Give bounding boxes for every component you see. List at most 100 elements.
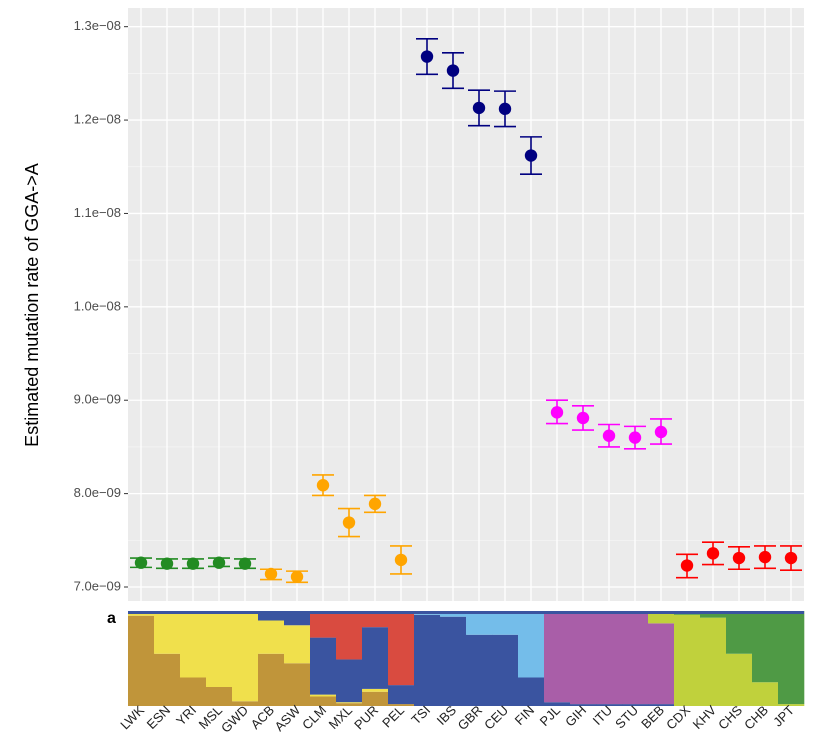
point-chb <box>754 545 776 570</box>
ancestry-segment <box>596 611 623 705</box>
data-point <box>758 550 772 564</box>
y-tick-label: 1.0e−08 <box>74 298 121 313</box>
point-acb <box>260 567 282 581</box>
data-point <box>368 497 382 511</box>
x-tick-label: STU <box>612 703 641 732</box>
ancestry-segment <box>362 688 389 692</box>
ancestry-segment <box>232 611 259 702</box>
ancestry-segment <box>336 702 363 704</box>
x-tick-label: PJL <box>537 703 563 729</box>
ancestry-segment <box>492 611 519 635</box>
y-tick-label: 8.0e−09 <box>74 485 121 500</box>
y-tick-label: 9.0e−09 <box>74 392 121 407</box>
ancestry-column-ibs <box>440 611 467 706</box>
point-pel <box>390 545 412 575</box>
y-tick-label: 7.0e−09 <box>74 578 121 593</box>
point-gwd <box>234 557 256 570</box>
ancestry-column-pur <box>362 611 389 706</box>
ancestry-segment <box>544 611 571 703</box>
data-point <box>784 551 798 565</box>
x-tick-label: BEB <box>638 703 667 732</box>
ancestry-segment <box>310 611 337 638</box>
ancestry-top-edge <box>128 611 804 614</box>
point-beb <box>650 418 672 445</box>
point-chs <box>728 546 750 571</box>
ancestry-segment <box>388 611 415 686</box>
ancestry-segment <box>258 653 285 706</box>
ancestry-segment <box>362 627 389 689</box>
point-gbr <box>468 89 490 127</box>
ancestry-segment <box>544 702 571 706</box>
ancestry-segment <box>284 611 311 626</box>
ancestry-segment <box>206 611 233 687</box>
x-tick-label: ESN <box>144 703 174 733</box>
data-point <box>628 431 642 444</box>
point-fin <box>520 136 542 176</box>
x-tick-label: GWD <box>218 703 251 736</box>
point-cdx <box>676 553 698 579</box>
ancestry-segment <box>648 623 675 705</box>
ancestry-segment <box>700 617 727 706</box>
data-point <box>654 425 668 439</box>
data-point <box>550 406 564 419</box>
ancestry-bar <box>128 611 805 706</box>
point-asw <box>286 570 308 584</box>
x-tick-label: ITU <box>590 703 615 728</box>
point-clm <box>312 474 334 497</box>
ancestry-column-ceu <box>492 611 519 706</box>
ancestry-column-chs <box>726 611 753 706</box>
ancestry-segment <box>336 703 363 706</box>
data-point <box>498 102 512 116</box>
ancestry-segment <box>154 653 181 706</box>
ancestry-segment <box>648 611 675 624</box>
ancestry-segment <box>388 685 415 705</box>
data-point <box>342 516 356 529</box>
ancestry-segment <box>206 687 233 706</box>
ancestry-column-pjl <box>544 611 571 706</box>
x-tick-label: CEU <box>481 703 511 733</box>
data-point <box>576 411 590 425</box>
point-msl <box>208 556 230 569</box>
ancestry-segment <box>622 613 649 705</box>
ancestry-segment <box>492 634 519 706</box>
data-point <box>602 429 616 442</box>
ancestry-column-itu <box>596 611 623 706</box>
ancestry-column-yri <box>180 611 207 706</box>
ancestry-segment <box>388 704 415 706</box>
ancestry-segment <box>310 694 337 697</box>
data-point <box>524 149 538 162</box>
ancestry-segment <box>778 611 805 705</box>
ancestry-segment <box>232 701 259 706</box>
x-tick-label: KHV <box>690 702 720 732</box>
data-point <box>420 50 434 63</box>
ancestry-column-gbr <box>466 611 493 706</box>
ancestry-segment <box>336 659 363 703</box>
point-mxl <box>338 507 360 538</box>
ancestry-segment <box>258 611 285 621</box>
data-point <box>472 101 486 115</box>
point-pur <box>364 494 386 514</box>
ancestry-segment <box>310 696 337 706</box>
ancestry-column-jpt <box>778 611 805 706</box>
ancestry-column-acb <box>258 611 285 706</box>
ancestry-segment <box>284 663 311 706</box>
data-point <box>186 557 200 570</box>
point-stu <box>624 425 646 450</box>
data-point <box>680 559 694 572</box>
point-itu <box>598 423 620 448</box>
ancestry-segment <box>674 614 701 706</box>
x-tick-label: ASW <box>272 702 304 734</box>
ancestry-column-asw <box>284 611 311 706</box>
x-tick-label: CHS <box>715 702 745 732</box>
data-point <box>160 557 174 570</box>
ancestry-column-cdx <box>674 611 701 706</box>
ancestry-segment <box>622 704 649 706</box>
point-gih <box>572 405 594 431</box>
point-esn <box>156 557 178 570</box>
ancestry-segment <box>284 625 311 664</box>
point-jpt <box>780 545 802 571</box>
data-point <box>134 556 148 569</box>
ancestry-column-clm <box>310 611 337 706</box>
ancestry-column-stu <box>622 611 649 706</box>
